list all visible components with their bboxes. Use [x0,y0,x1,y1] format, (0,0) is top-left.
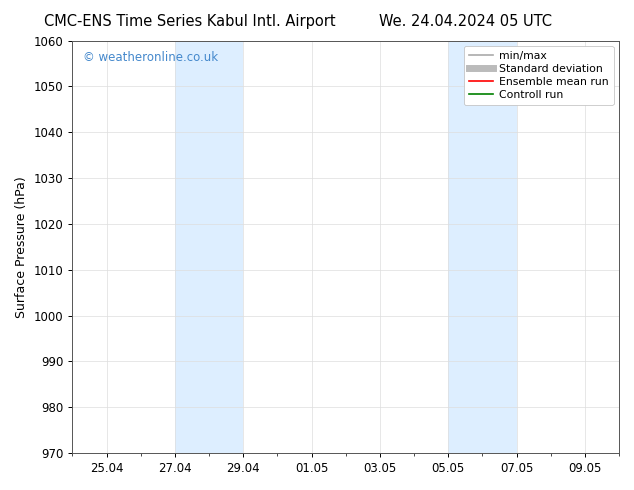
Bar [448,41,517,453]
Text: © weatheronline.co.uk: © weatheronline.co.uk [83,51,218,64]
Bar [175,41,243,453]
Text: We. 24.04.2024 05 UTC: We. 24.04.2024 05 UTC [380,14,552,29]
Legend: min/max, Standard deviation, Ensemble mean run, Controll run: min/max, Standard deviation, Ensemble me… [464,46,614,105]
Y-axis label: Surface Pressure (hPa): Surface Pressure (hPa) [15,176,28,318]
Text: CMC-ENS Time Series Kabul Intl. Airport: CMC-ENS Time Series Kabul Intl. Airport [44,14,336,29]
